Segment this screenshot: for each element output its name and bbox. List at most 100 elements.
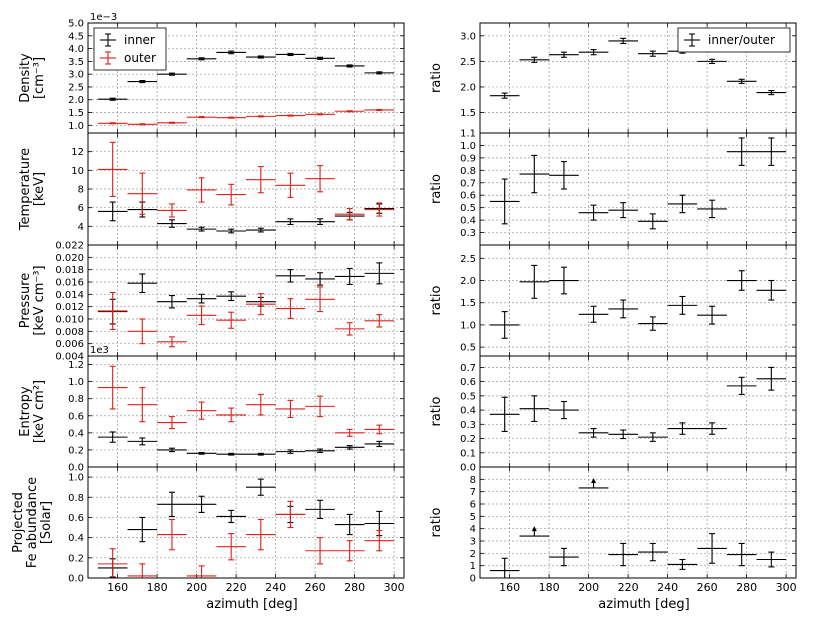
y-tick-label: 8 (78, 185, 84, 196)
panel-density: 1.0 1.5 2.0 2.53.0 3.5 4.0 4.55.0 1e−3 Density [c… (18, 12, 405, 134)
x-tick-label: 240 (657, 581, 678, 594)
data-point-inner (157, 447, 187, 453)
y-tick-label: 3 (470, 537, 476, 548)
data-point-outer (334, 208, 365, 221)
data-point-inner-outer (549, 51, 579, 58)
data-point-inner-outer (608, 429, 638, 440)
data-point-inner-outer (667, 558, 698, 570)
x-tick-label: 200 (578, 581, 599, 594)
data-point-inner (216, 509, 246, 524)
y-tick-label: 1.1 (460, 129, 476, 140)
data-point-inner-outer (667, 295, 698, 315)
y-tick-label: 3.0 (68, 70, 84, 81)
x-tick-label: 160 (107, 581, 128, 594)
data-point-inner-outer (608, 202, 638, 219)
data-point-inner-outer (756, 551, 787, 568)
data-point-inner (97, 431, 128, 443)
data-point-inner-outer (756, 366, 787, 391)
data-point-inner (246, 227, 276, 233)
data-point-outer (216, 533, 246, 561)
data-point-inner-outer (489, 396, 520, 432)
x-tick-label: 300 (384, 581, 405, 594)
data-point-inner-outer (608, 37, 638, 45)
data-point-outer (275, 298, 306, 319)
y-tick-label: 1.0 (68, 121, 84, 132)
data-point-inner-outer (638, 316, 668, 331)
y-tick-label: 1.0 (460, 141, 476, 152)
data-point-inner (246, 478, 276, 496)
data-point-inner-outer (667, 422, 698, 435)
data-point-outer (186, 116, 217, 119)
data-point-inner-outer (638, 542, 668, 562)
panel-fe-ratio: 160 180 200 220 240 260 280 300 0 123 456 78 ratio (429, 466, 797, 594)
y-tick-label: 1.0 (68, 473, 84, 484)
data-point-outer (275, 500, 306, 529)
y-tick-label: 0.0 (460, 463, 476, 474)
y-tick-label: 2.0 (68, 95, 84, 106)
y-tick-label: 0.6 (68, 513, 84, 524)
axes-frame (479, 244, 797, 357)
y-tick-label: 0.3 (460, 420, 476, 431)
x-axis-label-left: azimuth [deg] (206, 597, 297, 612)
axes-frame (87, 355, 405, 468)
data-point-inner (157, 295, 187, 309)
data-point-outer (216, 407, 246, 423)
data-point-outer (275, 172, 306, 198)
data-group (489, 477, 787, 578)
y-axis-label: ratio (429, 174, 444, 204)
data-point-inner (305, 56, 335, 60)
x-axis-label-right: azimuth [deg] (598, 597, 689, 612)
data-point-outer (364, 108, 395, 112)
y-tick-label: 1.5 (460, 298, 476, 309)
data-point-inner (275, 52, 306, 57)
data-point-inner (305, 272, 335, 286)
y-tick-label: 0.6 (68, 411, 84, 422)
data-point-outer (364, 530, 395, 552)
data-point-outer (305, 537, 335, 565)
data-point-outer (334, 110, 365, 113)
y-tick-label: 5.0 (68, 19, 84, 30)
x-tick-label: 200 (186, 581, 207, 594)
data-point-inner (186, 293, 217, 304)
data-point-outer (364, 424, 395, 435)
y-tick-label: 1.2 (68, 360, 84, 371)
data-point-inner (275, 449, 306, 454)
data-point-outer (246, 393, 276, 416)
y-tick-label: 0 (470, 574, 476, 585)
panel-entropy-ratio: 0.0 0.1 0.2 0.3 0.4 0.5 0.6 0.7 ratio (429, 355, 797, 474)
legend-entry: inner/outer (684, 33, 775, 47)
data-point-inner (127, 273, 158, 294)
x-tick-label: 280 (736, 581, 757, 594)
data-point-inner-outer (726, 78, 757, 84)
y-tick-label: 0.6 (460, 191, 476, 202)
y-tick-label: 0.6 (460, 377, 476, 388)
data-point-outer (157, 203, 187, 218)
data-point-inner-outer (549, 161, 579, 190)
data-point-inner (127, 80, 158, 84)
data-point-outer (97, 291, 128, 331)
data-point-inner (186, 226, 217, 232)
data-point-inner (97, 201, 128, 222)
data-group (97, 478, 395, 578)
data-point-inner (246, 452, 276, 456)
data-point-inner-outer (726, 376, 757, 395)
y-tick-label: 0.1 (460, 448, 476, 459)
data-point-inner (127, 516, 158, 543)
data-point-inner (157, 491, 187, 517)
y-tick-label: 0.0 (68, 574, 84, 585)
data-point-outer (127, 563, 158, 578)
data-point-inner (157, 72, 187, 76)
y-tick-label: 1.0 (68, 377, 84, 388)
data-point-outer (157, 121, 187, 124)
data-point-inner-outer (578, 428, 609, 438)
y-axis-label: ratio (429, 285, 444, 315)
y-tick-label: 0.020 (55, 253, 84, 264)
data-point-inner-outer (578, 49, 609, 56)
y-tick-label: 3.0 (460, 31, 476, 42)
x-tick-label: 180 (539, 581, 560, 594)
data-point-inner-outer (697, 58, 727, 64)
data-point-outer (127, 123, 158, 126)
y-tick-label: 0.4 (460, 216, 476, 227)
axes-frame (479, 355, 797, 468)
data-point-inner-outer (726, 270, 757, 291)
